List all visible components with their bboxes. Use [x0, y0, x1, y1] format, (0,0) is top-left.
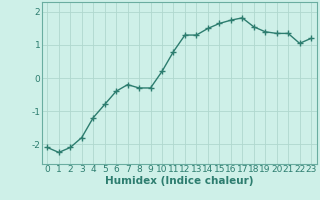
X-axis label: Humidex (Indice chaleur): Humidex (Indice chaleur) [105, 176, 253, 186]
